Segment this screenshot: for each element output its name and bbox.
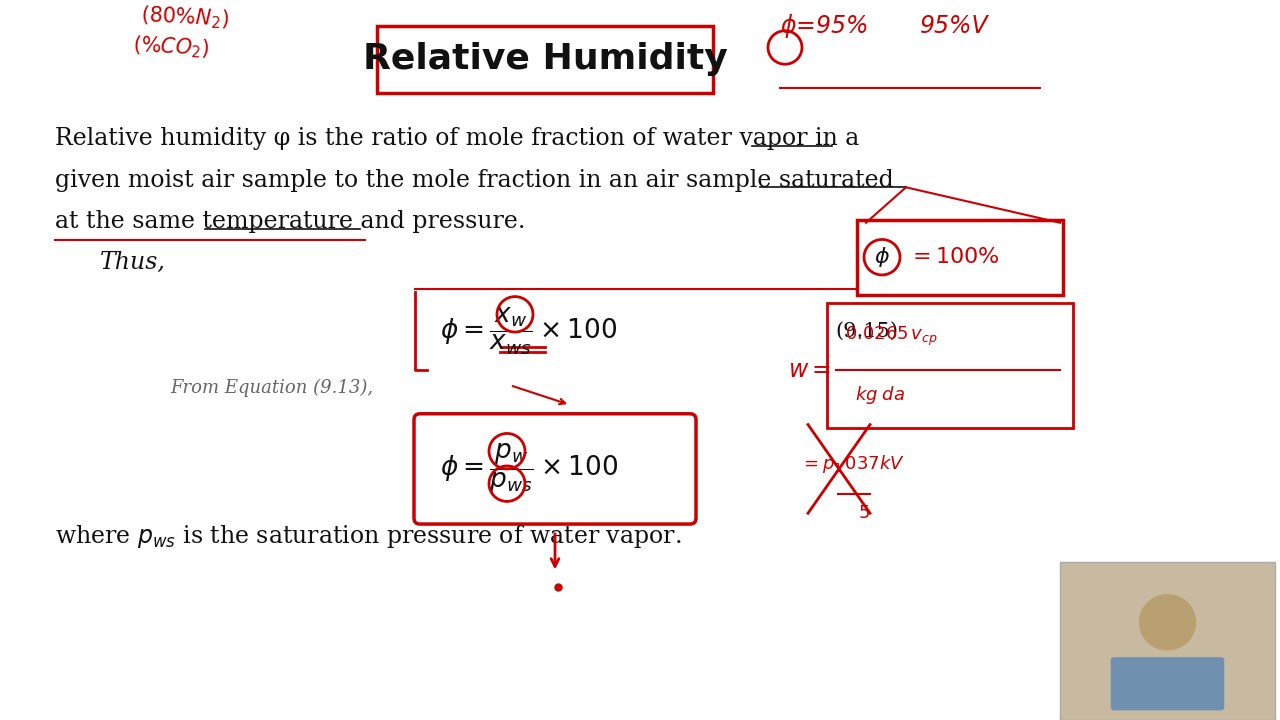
Text: $(\%CO_2)$: $(\%CO_2)$ <box>132 33 210 61</box>
Text: given moist air sample to the mole fraction in an air sample saturated: given moist air sample to the mole fract… <box>55 168 893 192</box>
FancyBboxPatch shape <box>858 220 1062 294</box>
Text: $w=$: $w=$ <box>788 359 831 382</box>
Text: $kg\;da$: $kg\;da$ <box>855 384 905 406</box>
Text: $5$: $5$ <box>858 504 870 522</box>
Text: at the same temperature and pressure.: at the same temperature and pressure. <box>55 210 526 233</box>
Text: Thus,: Thus, <box>100 251 166 274</box>
Text: Relative Humidity: Relative Humidity <box>362 42 727 76</box>
Text: 95%V: 95%V <box>920 14 988 37</box>
Text: From Equation (9.13),: From Equation (9.13), <box>170 379 374 397</box>
Text: $= p_1\,037kV$: $= p_1\,037kV$ <box>800 453 905 475</box>
Text: $\phi = \dfrac{x_w}{x_{ws}} \times 100$: $\phi = \dfrac{x_w}{x_{ws}} \times 100$ <box>440 305 617 356</box>
Text: $\phi$: $\phi$ <box>874 246 890 269</box>
FancyBboxPatch shape <box>413 414 696 524</box>
FancyBboxPatch shape <box>1111 657 1224 711</box>
Text: $= 100\%$: $= 100\%$ <box>908 246 1000 269</box>
Text: where $p_{ws}$ is the saturation pressure of water vapor.: where $p_{ws}$ is the saturation pressur… <box>55 523 681 550</box>
Text: $\phi$=95%: $\phi$=95% <box>780 12 868 40</box>
Circle shape <box>1139 595 1196 650</box>
FancyBboxPatch shape <box>378 26 713 93</box>
Text: $\phi = \dfrac{p_w}{p_{ws}} \times 100$: $\phi = \dfrac{p_w}{p_{ws}} \times 100$ <box>440 442 618 496</box>
Text: $0.0265\,v_{cp}$: $0.0265\,v_{cp}$ <box>845 325 938 348</box>
Text: Relative humidity φ is the ratio of mole fraction of water vapor in a: Relative humidity φ is the ratio of mole… <box>55 127 859 150</box>
Text: (9.15): (9.15) <box>835 322 899 341</box>
FancyBboxPatch shape <box>827 304 1073 428</box>
FancyBboxPatch shape <box>1060 562 1275 720</box>
Text: $(80\%N_2)$: $(80\%N_2)$ <box>140 3 229 32</box>
